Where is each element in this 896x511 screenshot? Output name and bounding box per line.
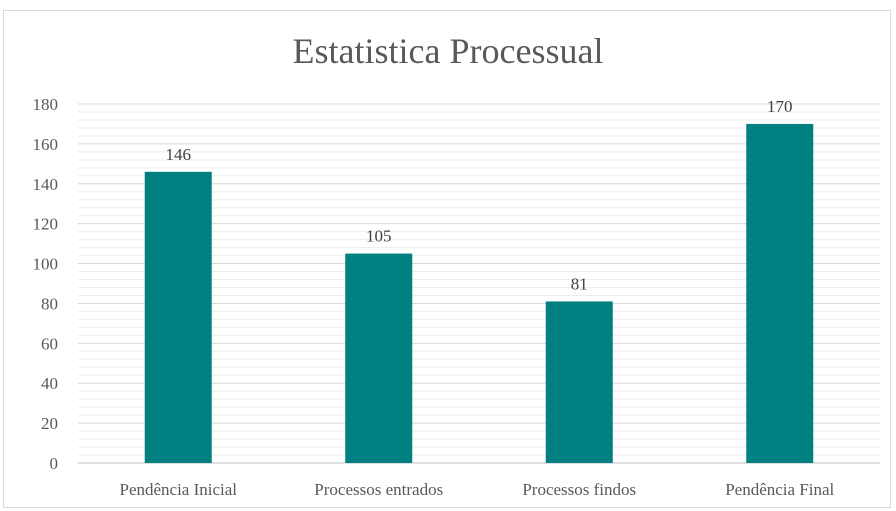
data-labels: 146 105 81 170 bbox=[166, 97, 793, 294]
y-tick-label: 180 bbox=[33, 95, 59, 114]
bar bbox=[345, 253, 413, 463]
y-tick-label: 20 bbox=[41, 414, 58, 433]
data-label: 105 bbox=[366, 227, 392, 246]
y-axis-ticks: 0 20 40 60 80 100 120 140 160 180 bbox=[33, 95, 59, 473]
bar bbox=[545, 301, 613, 463]
data-label: 81 bbox=[571, 274, 588, 293]
chart-title: Estatistica Processual bbox=[292, 31, 604, 71]
x-tick-label: Processos entrados bbox=[314, 480, 443, 499]
bar bbox=[144, 171, 212, 464]
y-tick-label: 80 bbox=[41, 294, 58, 313]
y-tick-label: 100 bbox=[33, 255, 59, 274]
data-label: 170 bbox=[767, 97, 793, 116]
y-tick-label: 40 bbox=[41, 374, 58, 393]
x-axis-ticks: Pendência Inicial Processos entrados Proce… bbox=[119, 480, 834, 499]
x-tick-label: Pendência Final bbox=[725, 480, 834, 499]
y-tick-label: 0 bbox=[50, 454, 59, 473]
bars bbox=[144, 123, 814, 464]
y-tick-label: 120 bbox=[33, 215, 59, 234]
y-tick-label: 160 bbox=[33, 135, 59, 154]
y-tick-label: 60 bbox=[41, 334, 58, 353]
y-tick-label: 140 bbox=[33, 175, 59, 194]
bar bbox=[746, 123, 814, 463]
data-label: 146 bbox=[166, 145, 192, 164]
x-tick-label: Pendência Inicial bbox=[119, 480, 237, 499]
x-tick-label: Processos findos bbox=[522, 480, 636, 499]
